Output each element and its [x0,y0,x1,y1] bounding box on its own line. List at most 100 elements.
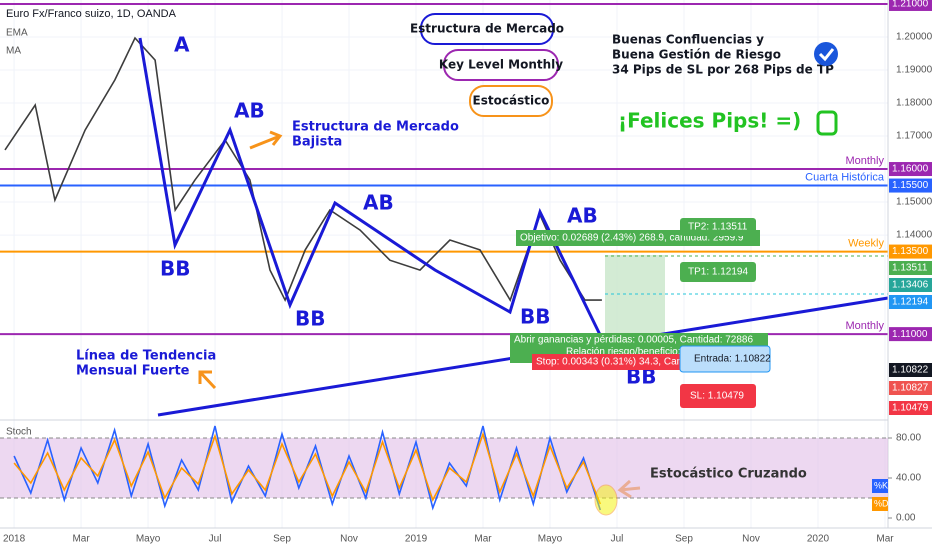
tp2-label: TP2: 1.13511 [688,222,748,233]
x-tick-label: Mayo [136,534,161,545]
callout [420,13,554,45]
price-badge [889,278,932,292]
price-badge [889,0,932,11]
highlight [594,484,618,516]
callout-text: Estructura de Mercado [410,22,564,36]
stoch-pane [0,425,892,519]
price-badge-label: 1.16000 [892,164,929,175]
price-badge-label: 1.15500 [892,180,929,191]
x-tick-label: Nov [340,534,358,545]
check-icon [814,42,838,66]
stop-text: Stop: 0.00343 (0.31%) 34.3, Cantidad: 75… [536,357,727,368]
wave-label: AB [363,191,394,215]
stoch-band [0,438,888,498]
y-tick-label: 1.15000 [896,197,932,208]
y-tick-label: 1.14000 [896,230,932,241]
callout-text: Key Level Monthly [439,58,563,72]
summary: 34 Pips de SL por 268 Pips de TP [612,63,834,77]
level-name: Monthly [845,320,884,332]
x-tick-label: Mar [474,534,492,545]
legend-swatch [872,479,888,493]
price-badge [889,178,932,193]
stoch-line [13,431,602,505]
stoch-title: Stoch [6,427,32,438]
price-badge [889,401,932,415]
price-badge [889,244,932,259]
tp1-label: TP1: 1.12194 [688,267,748,278]
arrow [198,370,217,390]
stoch-note: Estocástico Cruzando [650,467,807,482]
x-tick-label: Nov [742,534,760,545]
sl-label: SL: 1.10479 [690,391,744,402]
price-badge [889,261,932,275]
y-tick-label: 40.00 [896,473,921,484]
levels: Monthly Cuarta Histórica Weekly Monthly [0,2,888,336]
entry-box [679,345,771,373]
note: Bajista [292,135,342,150]
wave-label: BB [520,305,551,329]
symbol-title: Euro Fx/Franco suizo, 1D, OANDA [6,8,177,20]
x-tick-label: 2019 [405,534,428,545]
y-tick-label: 80.00 [896,433,921,444]
y-tick-label: 1.18000 [896,98,932,109]
price-badge [889,363,932,377]
legend-label: %K [874,480,888,490]
y-tick-label: 1.17000 [896,131,932,142]
x-tick-label: Mayo [538,534,563,545]
price-line [4,36,602,303]
legend-swatch [872,497,888,511]
note: Línea de Tendencia [76,349,216,364]
thumb-icon [816,110,838,136]
sl-box [680,384,756,408]
x-tick-label: Jul [611,534,624,545]
price-badge-label: 1.12194 [892,297,929,308]
level-name: Cuarta Histórica [805,171,885,183]
price-badge [889,295,932,309]
tp1-box [680,262,756,282]
level-name: Weekly [848,237,884,249]
wave-label: BB [295,307,326,331]
y-tick-label: 1.19000 [896,65,932,76]
tp2-box [680,218,756,236]
greeting: ¡Felices Pips! =) [618,109,801,133]
price-pane [4,36,602,303]
arrow [249,130,283,150]
wave-label: A [174,33,190,57]
profit-zone [605,255,665,335]
callout-text: Estocástico [473,94,550,108]
callout [469,85,553,117]
x-tick-label: Jul [209,534,222,545]
x-tick-label: Sep [273,534,291,545]
x-tick-label: 2018 [3,534,26,545]
check-mark [818,48,835,62]
price-badge-label: 1.13511 [892,263,928,274]
note: Mensual Fuerte [76,364,190,379]
price-badge-label: 1.10479 [892,403,929,414]
price-badge [889,162,932,177]
price-badge-label: 1.10822 [892,365,929,376]
y-tick-label: 0.00 [896,513,916,524]
price-badge-label: 1.13500 [892,246,929,257]
note: Estructura de Mercado [292,120,459,135]
price-badge-label: 1.11000 [892,329,928,340]
indicator-name: MA [6,46,21,57]
x-tick-label: 2020 [807,534,830,545]
x-tick-label: Sep [675,534,693,545]
entry-label: Entrada: 1.10822 [694,354,771,365]
indicator-name: EMA [6,28,28,39]
callout [443,49,559,81]
wave-label: AB [234,99,265,123]
price-badge-label: 1.10827 [892,383,929,394]
summary: Buena Gestión de Riesgo [612,48,781,62]
x-tick-label: Mar [72,534,90,545]
wave-label: AB [567,204,598,228]
price-badge-label: 1.21000 [892,0,929,10]
y-tick-label: 1.20000 [896,32,932,43]
price-badge [889,327,932,342]
ratio-text: Relación riesgo/beneficio: 7.84 [566,347,703,358]
target-text: Objetivo: 0.02689 (2.43%) 268.9, cantida… [520,233,744,244]
open-text: Abrir ganancias y pérdidas: 0.00005, Can… [514,335,753,346]
wave-label: BB [160,257,191,281]
x-tick-label: Mar [876,534,894,545]
